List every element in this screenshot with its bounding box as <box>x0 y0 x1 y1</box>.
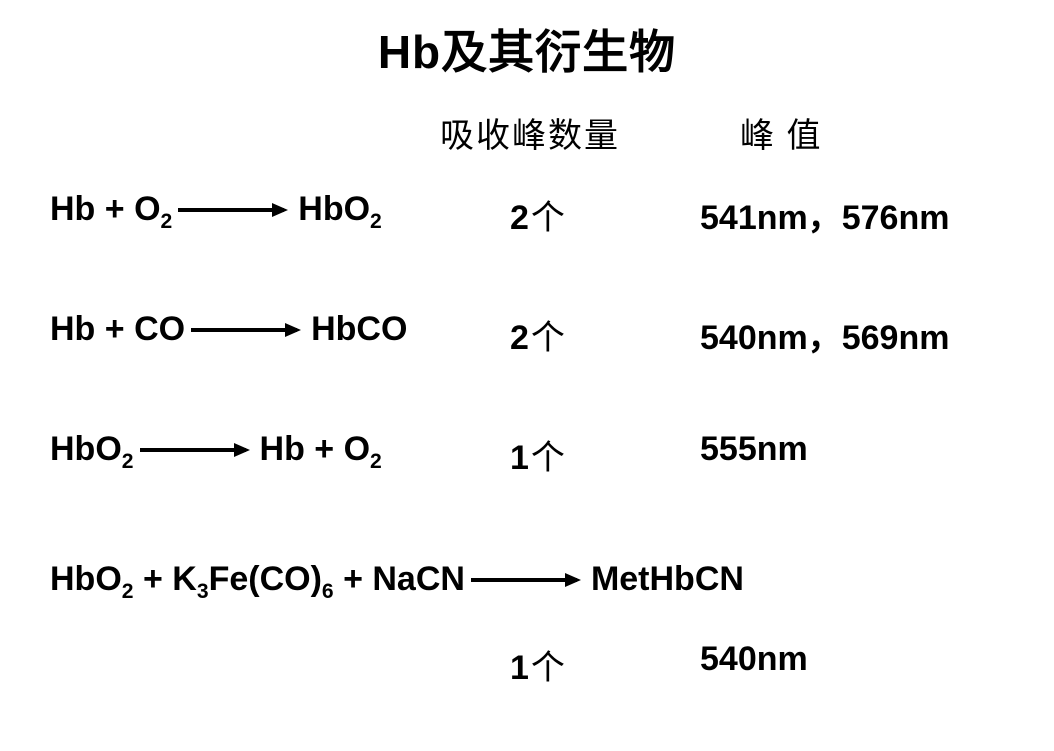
table-row: 1个 540nm <box>0 640 1054 700</box>
reactant-part2: + K <box>134 560 197 598</box>
product-right: HbO <box>298 190 370 228</box>
peak-count: 1 <box>510 649 529 687</box>
peak-count-cell: 2个 <box>510 310 565 359</box>
peak-count-cell: 2个 <box>510 190 565 239</box>
page-title: Hb及其衍生物 <box>0 16 1054 82</box>
peak-values-cell: 540nm <box>700 640 808 679</box>
reactant-left: Hb + O <box>50 190 161 228</box>
reactant-part1: HbO <box>50 560 122 598</box>
column-header-values: 峰 值 <box>740 108 823 157</box>
peak-count-cell: 1个 <box>510 430 565 479</box>
peak-count: 2 <box>510 319 529 357</box>
table-row: Hb + CO HbCO 2个 540nm，569nm <box>0 310 1054 370</box>
peak-unit: 个 <box>531 200 565 237</box>
peak-values-cell: 541nm，576nm <box>700 190 949 239</box>
peak-unit: 个 <box>531 650 565 687</box>
peak-values-cell: 540nm，569nm <box>700 310 949 359</box>
product-right: Hb + O <box>260 430 371 468</box>
table-row: Hb + O2 HbO2 2个 541nm，576nm <box>0 190 1054 250</box>
reactant-part3-sub: 6 <box>322 580 334 603</box>
arrow-icon <box>191 320 301 340</box>
product-right-sub: 2 <box>370 450 382 473</box>
reaction-equation: Hb + O2 HbO2 <box>50 190 382 229</box>
reactant-part1-sub: 2 <box>122 580 134 603</box>
reactant-part3: Fe(CO) <box>209 560 322 598</box>
table-row: HbO2 Hb + O2 1个 555nm <box>0 430 1054 490</box>
reaction-equation: HbO2 Hb + O2 <box>50 430 382 469</box>
reactant-left-sub: 2 <box>122 450 134 473</box>
reactant-left: Hb + CO <box>50 310 185 348</box>
peak-count: 1 <box>510 439 529 477</box>
peak-values-cell: 555nm <box>700 430 808 469</box>
arrow-icon <box>471 570 581 590</box>
reactant-part2-sub: 3 <box>197 580 209 603</box>
reaction-equation: HbO2 + K3Fe(CO)6 + NaCN MetHbCN <box>50 560 744 599</box>
column-header-peaks: 吸收峰数量 <box>440 108 620 157</box>
arrow-icon <box>178 200 288 220</box>
product-right: HbCO <box>311 310 407 348</box>
reactant-part4: + NaCN <box>334 560 465 598</box>
reactant-left: HbO <box>50 430 122 468</box>
reaction-equation: Hb + CO HbCO <box>50 310 407 349</box>
arrow-icon <box>140 440 250 460</box>
product-right: MetHbCN <box>591 560 744 599</box>
peak-unit: 个 <box>531 320 565 357</box>
table-row: HbO2 + K3Fe(CO)6 + NaCN MetHbCN <box>0 560 1054 620</box>
peak-count-cell: 1个 <box>510 640 565 689</box>
product-right-sub: 2 <box>370 210 382 233</box>
slide: Hb及其衍生物 吸收峰数量 峰 值 Hb + O2 HbO2 2个 541nm，… <box>0 0 1054 751</box>
reactant-left-sub: 2 <box>161 210 173 233</box>
peak-count: 2 <box>510 199 529 237</box>
peak-unit: 个 <box>531 440 565 477</box>
